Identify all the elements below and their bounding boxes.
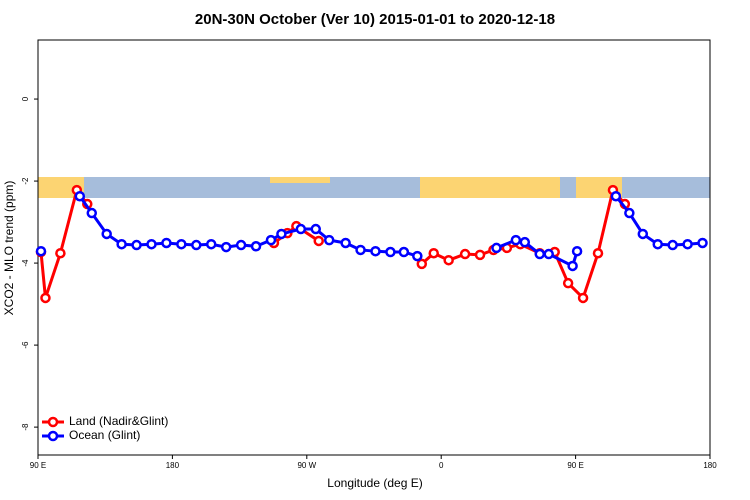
data-point xyxy=(220,241,232,253)
y-tick-label: 0 xyxy=(21,96,30,101)
data-point xyxy=(571,245,583,257)
data-point xyxy=(35,245,47,257)
data-point xyxy=(543,248,554,260)
y-tick-label: -4 xyxy=(21,259,30,267)
x-tick-label: 180 xyxy=(166,461,180,470)
map-strip xyxy=(38,177,710,198)
data-point xyxy=(697,237,708,249)
legend-marker xyxy=(47,416,59,428)
data-point xyxy=(370,245,381,257)
data-point xyxy=(652,238,663,250)
data-point xyxy=(86,207,98,219)
legend: Land (Nadir&Glint)Ocean (Glint) xyxy=(42,414,168,442)
data-point xyxy=(519,236,531,248)
data-point xyxy=(610,190,622,202)
y-tick-label: -8 xyxy=(21,423,30,431)
data-point xyxy=(562,277,574,289)
data-point xyxy=(313,235,324,247)
data-point xyxy=(310,223,322,235)
data-point xyxy=(323,234,335,246)
data-point xyxy=(340,237,351,249)
x-tick-label: 90 W xyxy=(297,461,316,470)
data-point xyxy=(637,228,649,240)
data-point xyxy=(191,239,202,251)
chart-title: 20N-30N October (Ver 10) 2015-01-01 to 2… xyxy=(195,11,555,28)
data-point xyxy=(534,248,546,260)
data-point xyxy=(474,249,486,261)
data-point xyxy=(161,237,172,249)
data-point xyxy=(235,239,247,251)
data-point xyxy=(101,228,112,240)
data-point xyxy=(205,238,217,250)
data-point xyxy=(624,207,635,219)
data-point xyxy=(577,292,589,304)
data-point xyxy=(412,250,423,262)
data-point xyxy=(295,223,307,235)
legend-label: Land (Nadir&Glint) xyxy=(69,414,168,428)
data-point xyxy=(265,234,277,246)
y-tick-label: -6 xyxy=(21,341,30,349)
data-point xyxy=(428,247,439,259)
data-point xyxy=(116,238,127,250)
y-tick-label: -2 xyxy=(21,177,30,185)
legend-label: Ocean (Glint) xyxy=(69,428,140,442)
x-tick-label: 90 E xyxy=(567,461,583,470)
data-point xyxy=(176,238,187,250)
data-point xyxy=(355,244,366,256)
data-point xyxy=(398,246,410,258)
data-point xyxy=(592,247,604,259)
y-axis-label: XCO2 - MLO trend (ppm) xyxy=(2,181,16,316)
legend-marker xyxy=(47,430,59,442)
data-point xyxy=(131,239,142,251)
data-point xyxy=(567,260,578,272)
data-point xyxy=(491,242,502,254)
data-point xyxy=(40,292,51,304)
data-point xyxy=(459,248,471,260)
data-point xyxy=(510,234,522,246)
data-point xyxy=(667,239,678,251)
x-tick-label: 0 xyxy=(439,461,444,470)
x-axis-label: Longitude (deg E) xyxy=(327,476,422,490)
x-tick-label: 180 xyxy=(703,461,717,470)
x-tick-label: 90 E xyxy=(30,461,46,470)
data-point xyxy=(682,238,693,250)
data-point xyxy=(443,254,454,266)
data-point xyxy=(416,258,428,270)
data-point xyxy=(55,247,66,259)
data-point xyxy=(250,241,262,252)
data-point xyxy=(146,238,157,250)
data-point xyxy=(385,246,396,258)
data-point xyxy=(74,190,86,202)
data-point xyxy=(276,228,287,240)
